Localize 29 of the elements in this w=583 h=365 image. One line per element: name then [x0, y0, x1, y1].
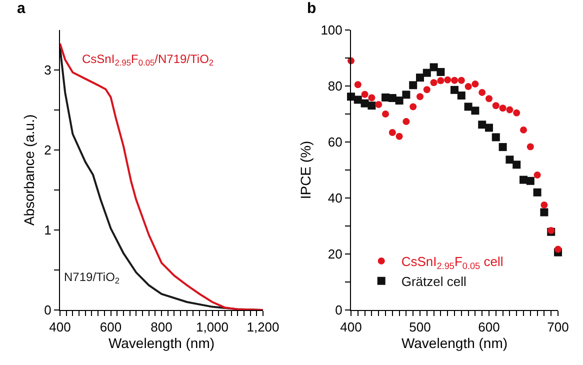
y-tick-label: 100 — [320, 22, 342, 38]
x-axis-title: Wavelength (nm) — [108, 334, 215, 351]
y-tick-label: 40 — [328, 190, 342, 206]
x-tick-label: 400 — [340, 320, 362, 335]
series-label: N719/TiO$_{2}$ — [64, 270, 120, 286]
x-tick-label: 1,000 — [196, 320, 229, 335]
chart-title: a — [17, 0, 26, 17]
x-tick-label: 600 — [100, 320, 122, 335]
y-tick-label: 1 — [44, 222, 52, 238]
y-tick-label: 2 — [44, 142, 52, 158]
x-tick-label: 600 — [478, 320, 500, 335]
y-tick-label: 60 — [328, 134, 342, 150]
x-tick-label: 400 — [49, 320, 71, 335]
y-tick-label: 0 — [44, 302, 52, 318]
x-tick-label: 500 — [409, 320, 431, 335]
y-tick-label: 80 — [328, 78, 342, 94]
y-axis-title: Absorbance (a.u.) — [20, 114, 37, 226]
y-tick-label: 3 — [44, 62, 52, 78]
y-axis-title: IPCE (%) — [297, 140, 314, 200]
x-tick-label: 800 — [150, 320, 172, 335]
legend-label: CsSnI$_{2.95}$F$_{0.05}$ cell — [401, 254, 504, 271]
legend-label: Grätzel cell — [401, 274, 466, 289]
y-tick-label: 0 — [335, 302, 342, 318]
chart-title: b — [307, 0, 316, 17]
x-axis-title: Wavelength (nm) — [401, 334, 508, 351]
y-tick-label: 20 — [328, 246, 342, 262]
x-tick-label: 700 — [547, 320, 569, 335]
x-tick-label: 1,200 — [246, 320, 280, 335]
series-label: CsSnI$_{2.95}$F$_{0.05}$/N719/TiO$_{2}$ — [82, 52, 214, 68]
